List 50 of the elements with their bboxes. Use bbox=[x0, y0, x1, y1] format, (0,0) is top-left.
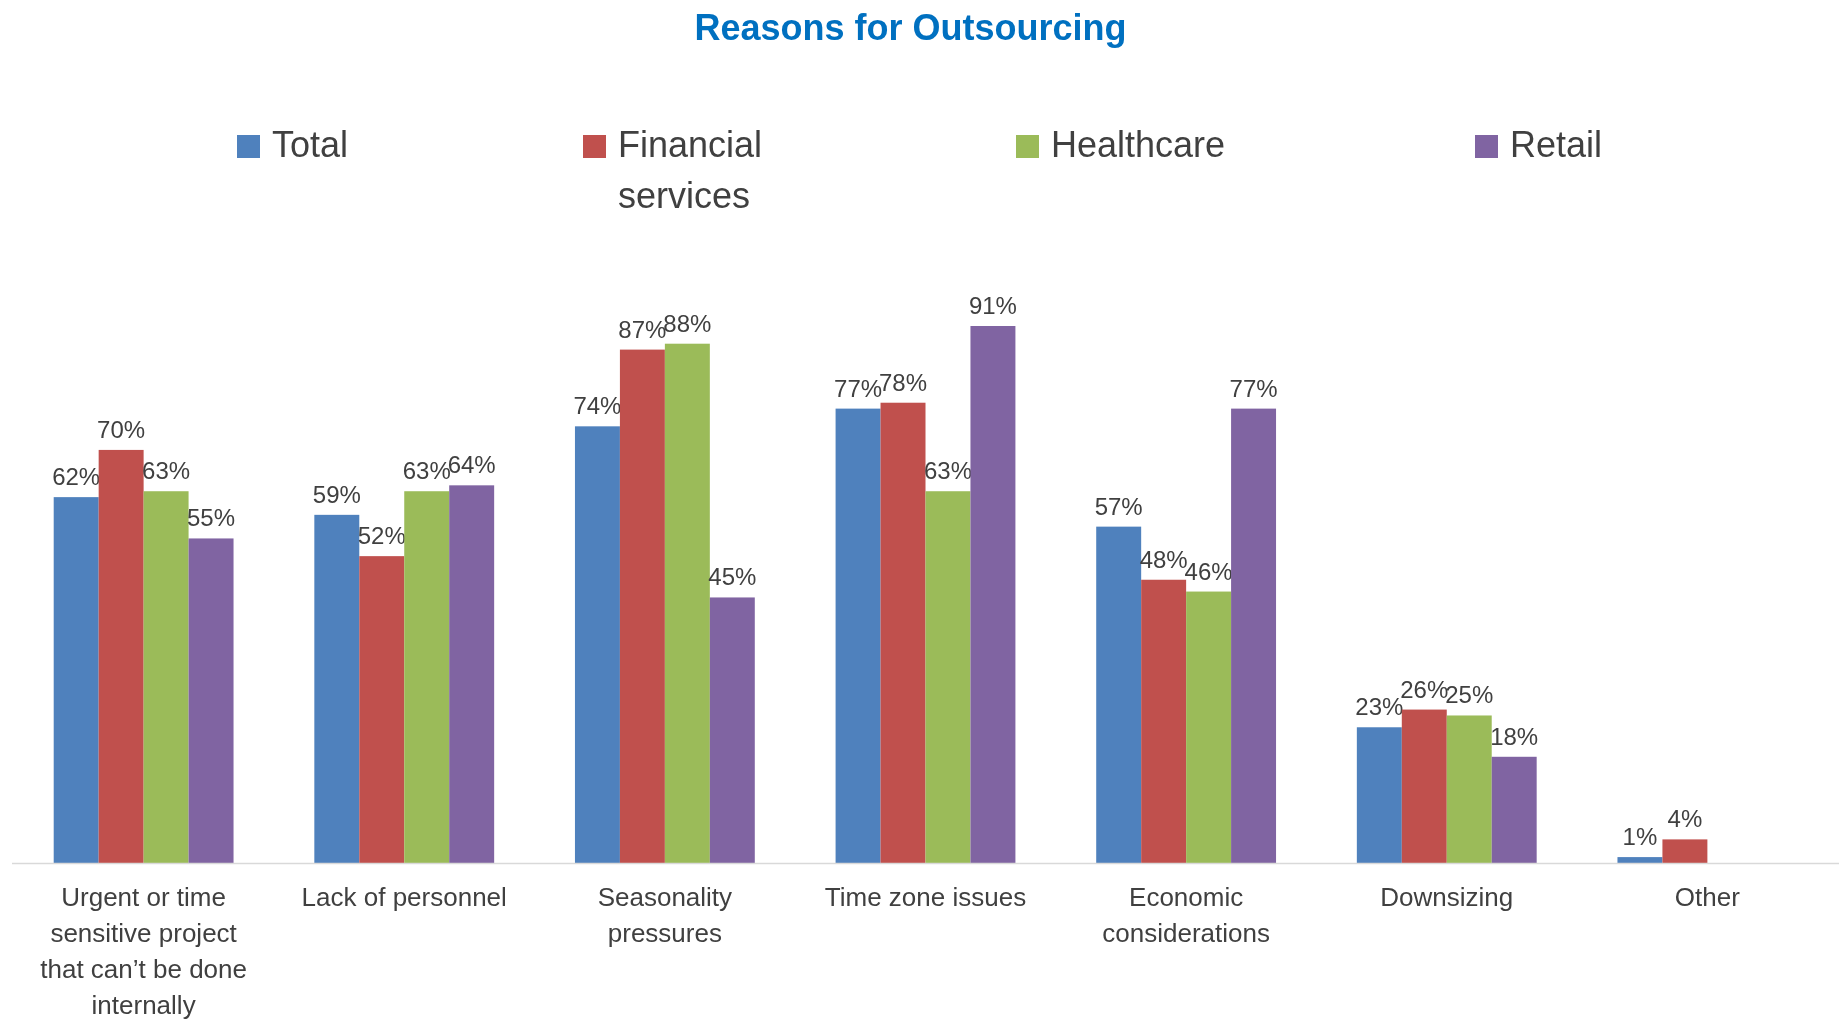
data-label: 70% bbox=[97, 415, 146, 443]
bar bbox=[188, 538, 234, 863]
x-tick-label: Economic considerations bbox=[1102, 882, 1270, 948]
bar bbox=[359, 556, 405, 863]
bar bbox=[449, 485, 495, 863]
data-label: 59% bbox=[312, 480, 361, 508]
x-tick-label: Time zone issues bbox=[824, 882, 1027, 912]
data-label: 62% bbox=[52, 463, 101, 491]
legend-label: Retail bbox=[1510, 124, 1603, 165]
bar bbox=[880, 402, 926, 863]
bar bbox=[709, 597, 755, 863]
bar bbox=[1096, 526, 1142, 863]
bar bbox=[1662, 839, 1708, 863]
x-tick-label: Lack of personnel bbox=[301, 882, 507, 912]
x-tick-label: Other bbox=[1674, 882, 1741, 912]
data-label: 63% bbox=[923, 457, 972, 485]
data-label: 74% bbox=[573, 392, 622, 420]
legend-label: Total bbox=[272, 124, 349, 165]
bar bbox=[1617, 857, 1663, 863]
bar bbox=[1401, 709, 1447, 863]
bar bbox=[1491, 756, 1537, 863]
legend-label: Healthcare bbox=[1051, 124, 1226, 165]
bar bbox=[1141, 579, 1187, 863]
bar bbox=[574, 426, 620, 863]
bar bbox=[1356, 727, 1402, 863]
legend-label: Financial services bbox=[618, 124, 763, 216]
bar bbox=[664, 343, 710, 863]
data-label: 57% bbox=[1094, 492, 1143, 520]
bar bbox=[143, 491, 189, 863]
bar bbox=[314, 514, 360, 863]
data-label: 91% bbox=[968, 292, 1017, 319]
x-tick-label: Seasonality pressures bbox=[597, 882, 733, 948]
bar bbox=[53, 497, 99, 863]
bar bbox=[970, 326, 1016, 863]
bar bbox=[98, 449, 144, 863]
chart-title: Reasons for Outsourcing bbox=[694, 7, 1127, 48]
bar bbox=[925, 491, 971, 863]
data-label: 77% bbox=[1229, 374, 1278, 402]
bar bbox=[1231, 408, 1277, 863]
x-tick-label: Downsizing bbox=[1380, 882, 1514, 912]
data-label: 18% bbox=[1490, 722, 1539, 750]
bar bbox=[1446, 715, 1492, 863]
data-label: 55% bbox=[187, 504, 236, 532]
bar bbox=[1186, 591, 1232, 863]
data-label: 1% bbox=[1622, 823, 1658, 851]
data-label: 4% bbox=[1667, 805, 1703, 833]
x-tick-label: Urgent or time sensitive project that can’t be done internally bbox=[40, 882, 247, 1020]
bar bbox=[404, 491, 450, 863]
bar bbox=[619, 349, 665, 863]
bar bbox=[835, 408, 881, 863]
